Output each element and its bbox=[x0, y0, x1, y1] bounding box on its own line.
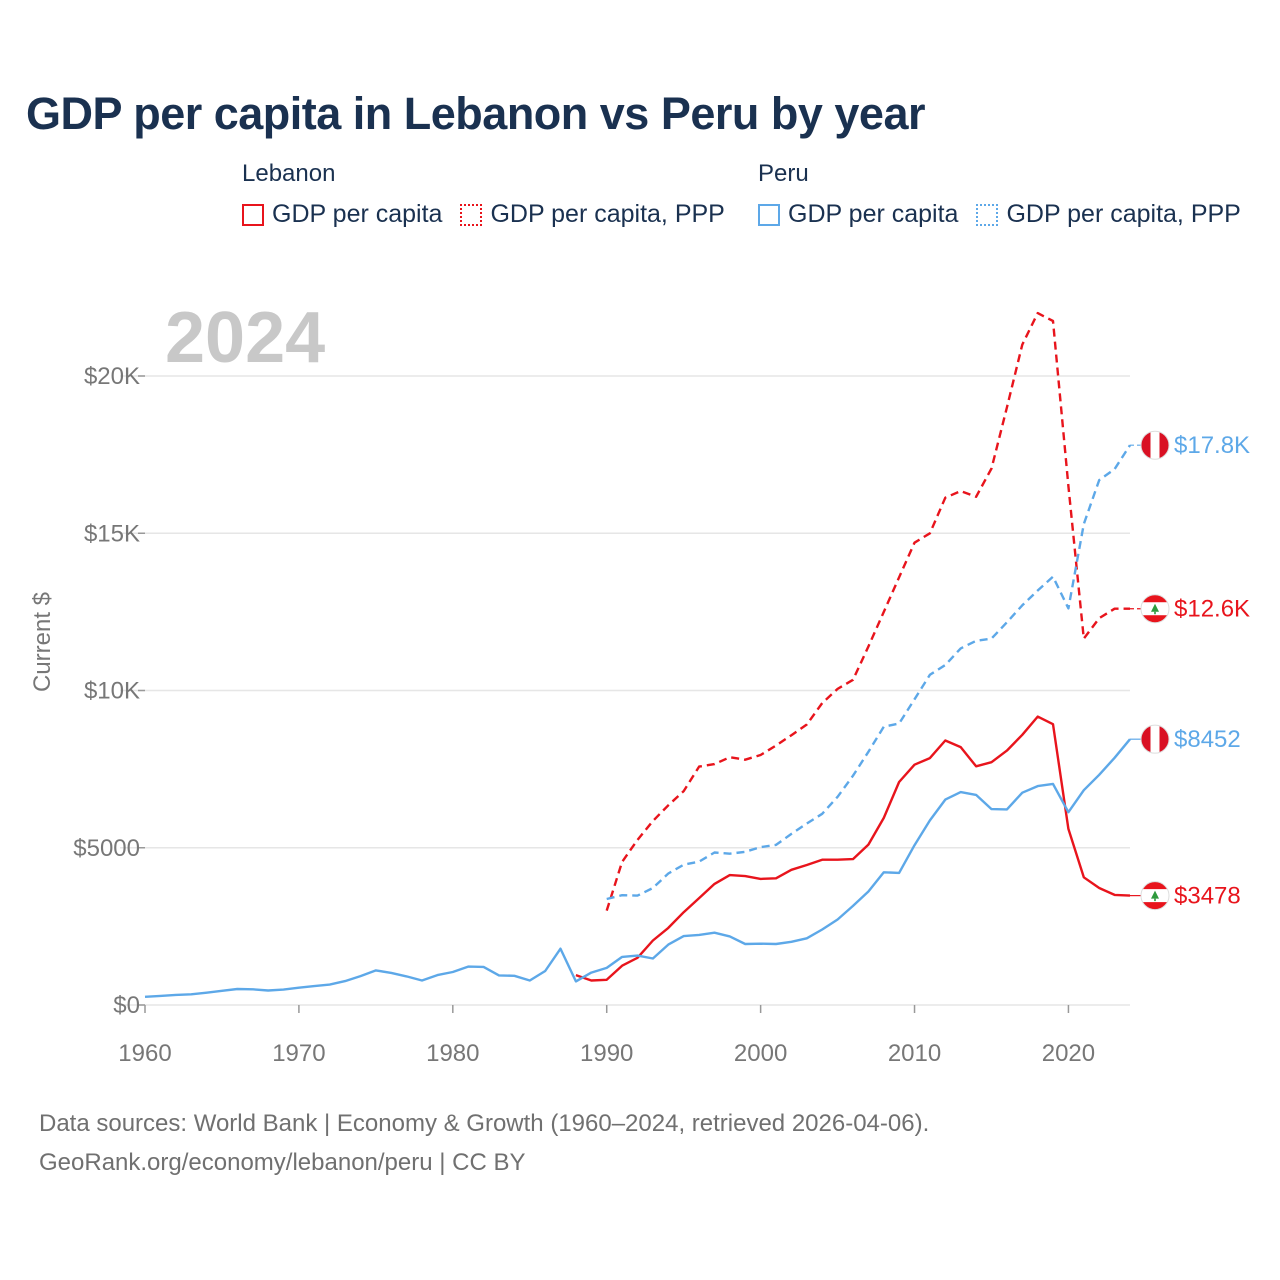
chart-title: GDP per capita in Lebanon vs Peru by yea… bbox=[26, 88, 926, 139]
y-tick-label: $20K bbox=[84, 363, 140, 390]
lebanon-flag-icon bbox=[1140, 594, 1170, 624]
source-note: Data sources: World Bank | Economy & Gro… bbox=[39, 1104, 929, 1182]
y-tick-label: $10K bbox=[84, 678, 140, 705]
end-label-value: $8452 bbox=[1174, 726, 1241, 753]
legend-item-peru-gdp-ppp[interactable]: GDP per capita, PPP bbox=[976, 200, 1241, 229]
series-line-lebanon-gdp-per-capita bbox=[575, 715, 1131, 982]
peru-flag-icon bbox=[1140, 430, 1170, 460]
legend-item-lebanon-gdp-ppp[interactable]: GDP per capita, PPP bbox=[460, 200, 725, 229]
legend-swatch-peru-solid-icon bbox=[758, 203, 780, 226]
axes: $0 $5000 $10K $15K $20K 1960 1970 1980 1990 2000 2… bbox=[73, 363, 1095, 1067]
peru-flag-icon bbox=[1140, 724, 1170, 754]
end-label-value: $17.8K bbox=[1174, 432, 1250, 459]
legend-swatch-lebanon-solid-icon bbox=[242, 203, 264, 226]
y-tick-label: $0 bbox=[113, 992, 140, 1019]
source-line-2[interactable]: GeoRank.org/economy/lebanon/peru | CC BY bbox=[39, 1149, 526, 1176]
x-tick-label: 2020 bbox=[1042, 1040, 1095, 1067]
end-label-value: $12.6K bbox=[1174, 596, 1250, 623]
y-tick-label: $15K bbox=[84, 520, 140, 547]
grid-lines bbox=[120, 375, 1130, 1006]
year-watermark: 2024 bbox=[165, 298, 325, 378]
legend-item-label: GDP per capita bbox=[272, 200, 443, 228]
x-tick-label: 1980 bbox=[426, 1040, 479, 1067]
legend-swatch-peru-dotted-icon bbox=[976, 203, 999, 226]
x-tick-label: 1960 bbox=[118, 1040, 171, 1067]
x-tick-label: 2000 bbox=[734, 1040, 787, 1067]
y-tick-label: $5000 bbox=[73, 835, 140, 862]
x-tick-label: 1970 bbox=[272, 1040, 325, 1067]
legend-item-label: GDP per capita, PPP bbox=[490, 200, 725, 228]
legend-group-peru: Peru GDP per capita GDP per capita, PPP bbox=[758, 160, 1241, 229]
y-axis-label: Current $ bbox=[29, 592, 56, 692]
end-label-lebanon-gdp-per-capita: $3478 bbox=[1130, 881, 1241, 911]
line-chart: 2024 $0 $5000 $10K $15K $20K 1960 1970 1980 1990… bbox=[29, 298, 1250, 1067]
end-label-lebanon-gdp-per-capita-ppp: $12.6K bbox=[1130, 594, 1250, 624]
lebanon-flag-icon bbox=[1140, 881, 1170, 911]
legend-swatch-lebanon-dotted-icon bbox=[460, 203, 483, 226]
source-line-1: Data sources: World Bank | Economy & Gro… bbox=[39, 1110, 930, 1137]
end-label-peru-gdp-per-capita: $8452 bbox=[1130, 724, 1241, 754]
legend-group-name: Lebanon bbox=[242, 160, 336, 187]
legend-group-name: Peru bbox=[758, 160, 809, 187]
legend-group-lebanon: Lebanon GDP per capita GDP per capita, P… bbox=[242, 160, 725, 229]
legend-item-label: GDP per capita bbox=[788, 200, 959, 228]
x-tick-label: 1990 bbox=[580, 1040, 633, 1067]
series-line-peru-gdp-per-capita bbox=[144, 738, 1131, 998]
legend-item-label: GDP per capita, PPP bbox=[1006, 200, 1241, 228]
end-labels: $17.8K $12.6K $8452 $3478 bbox=[1130, 430, 1250, 911]
series-line-lebanon-gdp-per-capita-ppp bbox=[605, 311, 1130, 911]
series-lines bbox=[144, 311, 1132, 998]
x-tick-label: 2010 bbox=[888, 1040, 941, 1067]
legend-item-peru-gdp[interactable]: GDP per capita bbox=[758, 200, 958, 229]
legend-item-lebanon-gdp[interactable]: GDP per capita bbox=[242, 200, 442, 229]
end-label-value: $3478 bbox=[1174, 883, 1241, 910]
series-line-peru-gdp-per-capita-ppp bbox=[606, 444, 1132, 901]
end-label-peru-gdp-per-capita-ppp: $17.8K bbox=[1130, 430, 1250, 460]
